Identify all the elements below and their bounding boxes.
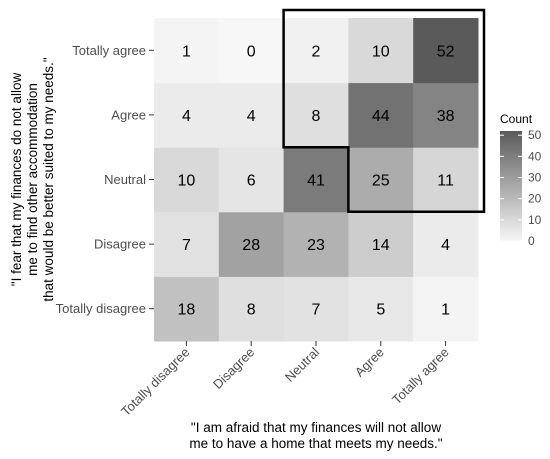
heatmap-cell [154,276,220,342]
heatmap-cell [154,18,220,84]
x-axis-title-line: "I am afraid that my finances will not a… [191,420,441,435]
x-tick-label: Totally disagree [118,345,192,419]
heatmap-cell [218,211,285,277]
heatmap-cell [218,147,285,213]
legend-tick-label: 40 [528,149,542,163]
legend-ticks: 0 10 20 30 40 50 [500,128,542,248]
legend-tick-label: 20 [528,192,542,206]
cell-value: 11 [437,173,454,190]
y-axis-title-line: "I fear that my finances do not allow [9,73,24,287]
cell-value-labels: 18 8 7 5 17 28 23 14 410 6 41 25 114 4 8 44 381 0 2 10 52 [178,43,455,318]
legend-title: Count [500,112,533,126]
legend-tick-label: 0 [528,234,535,248]
legend-tick-label: 50 [528,128,542,142]
x-axis-title-line: me to have a home that meets my needs." [189,436,442,451]
heatmap-cell [218,18,285,84]
cell-value: 0 [247,43,256,60]
y-axis-title-line: me to find other accommodation [25,83,40,276]
x-axis-ticks: Totally disagree Disagree Neutral Agree Tota… [118,341,452,419]
heatmap-cell [218,82,285,148]
cell-value: 1 [441,302,450,319]
cell-value: 10 [178,173,196,190]
heatmap-cell [283,211,349,277]
cell-value: 7 [182,237,191,254]
x-tick-label: Agree [352,345,387,380]
heatmap-cell [413,18,479,84]
heatmap-cell [348,276,414,342]
x-axis-title: "I am afraid that my finances will not a… [189,420,442,451]
heatmap-cell [413,211,479,277]
cell-value: 10 [372,43,390,60]
heatmap-cell [413,82,479,148]
legend-colorbar [500,131,522,241]
y-tick-label: Neutral [104,172,146,187]
heatmap-cell [283,18,349,84]
cell-value: 38 [437,108,455,125]
heatmap-cell [348,147,414,213]
heatmap-cell [154,211,220,277]
cell-value: 44 [372,108,390,125]
heatmap-cell [413,147,479,213]
heatmap-cell [283,82,349,148]
heatmap-cell [413,276,479,342]
color-legend: Count 0 10 20 30 40 50 [500,112,542,248]
heatmap-cell [218,276,285,342]
x-tick-label: Neutral [282,344,322,384]
legend-tick-label: 10 [528,213,542,227]
cell-value: 25 [372,173,390,190]
y-tick-label: Totally agree [72,43,146,58]
cell-value: 7 [312,302,321,319]
cell-value: 8 [312,108,321,125]
cell-value: 4 [182,108,191,125]
cell-value: 6 [247,173,256,190]
heatmap-cell [154,147,220,213]
cell-value: 5 [376,302,385,319]
y-axis-ticks: Totally disagree Disagree Neutral Agree Tota… [56,43,154,316]
y-axis-title-line: that would be better suited to my needs.… [41,57,56,301]
heatmap-cell [283,147,349,213]
y-tick-label: Totally disagree [56,301,146,316]
x-tick-label: Disagree [210,345,257,392]
heatmap-cell [154,82,220,148]
cell-value: 18 [178,302,196,319]
legend-tick-label: 30 [528,171,542,185]
cell-value: 4 [247,108,256,125]
cell-value: 8 [247,302,256,319]
y-tick-label: Disagree [94,237,146,252]
heatmap-cell [348,18,414,84]
y-tick-label: Agree [111,107,146,122]
cell-value: 1 [182,43,191,60]
heatmap-cell [283,276,349,342]
heatmap-cell [348,82,414,148]
cell-value: 2 [312,43,321,60]
cell-value: 28 [242,237,260,254]
x-tick-label: Totally agree [389,345,452,408]
cell-value: 52 [437,43,455,60]
cell-value: 14 [372,237,390,254]
cell-value: 23 [307,237,325,254]
heatmap-cells [154,18,479,342]
agreement-region-outline [282,8,486,214]
y-axis-title: "I fear that my finances do not allowme … [9,57,56,301]
cell-value: 41 [307,173,325,190]
cell-value: 4 [441,237,450,254]
heatmap-cell [348,211,414,277]
